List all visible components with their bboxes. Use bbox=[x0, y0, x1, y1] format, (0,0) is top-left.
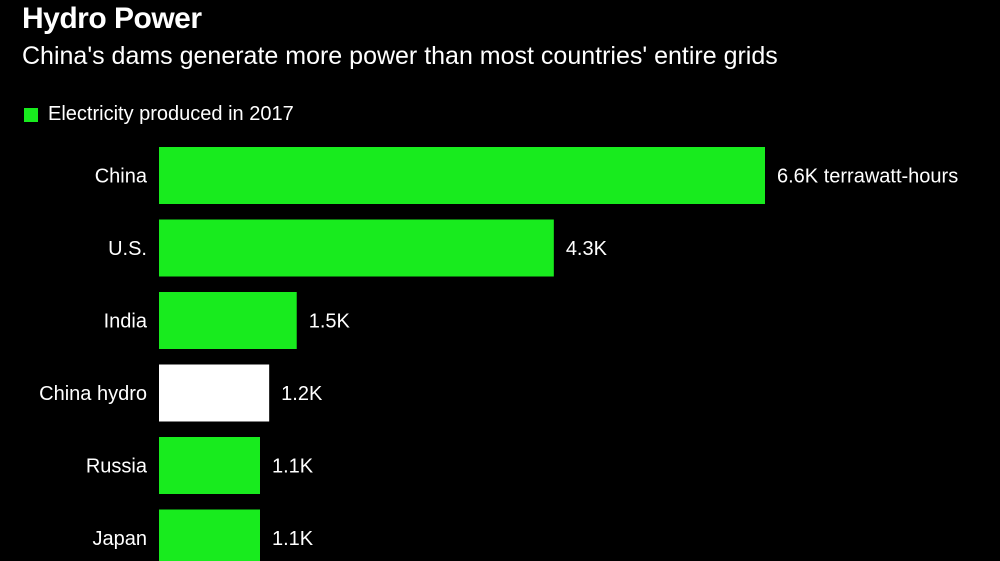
legend-label: Electricity produced in 2017 bbox=[48, 103, 294, 125]
value-label: 1.1K bbox=[272, 456, 314, 478]
value-label: 6.6K terrawatt-hours bbox=[777, 166, 958, 188]
chart-title: Hydro Power bbox=[22, 2, 202, 35]
bar-india bbox=[159, 292, 297, 349]
bar-japan bbox=[159, 509, 260, 561]
category-label: China bbox=[95, 166, 148, 188]
category-label: Japan bbox=[93, 528, 148, 550]
bar-china-hydro bbox=[159, 364, 270, 422]
category-label: India bbox=[104, 311, 148, 333]
value-label: 1.1K bbox=[272, 528, 314, 550]
legend: Electricity produced in 2017 bbox=[24, 103, 294, 126]
value-label: 1.5K bbox=[309, 311, 351, 333]
legend-swatch bbox=[24, 107, 38, 122]
bar-russia bbox=[159, 437, 260, 494]
value-label: 1.2K bbox=[281, 383, 323, 405]
chart-subtitle: China's dams generate more power than mo… bbox=[22, 42, 778, 70]
value-label: 4.3K bbox=[566, 238, 608, 260]
category-label: Russia bbox=[86, 456, 148, 478]
category-label: U.S. bbox=[108, 238, 147, 260]
bar-u-s- bbox=[159, 219, 554, 277]
category-label: China hydro bbox=[39, 383, 147, 405]
bar-china bbox=[159, 147, 765, 204]
